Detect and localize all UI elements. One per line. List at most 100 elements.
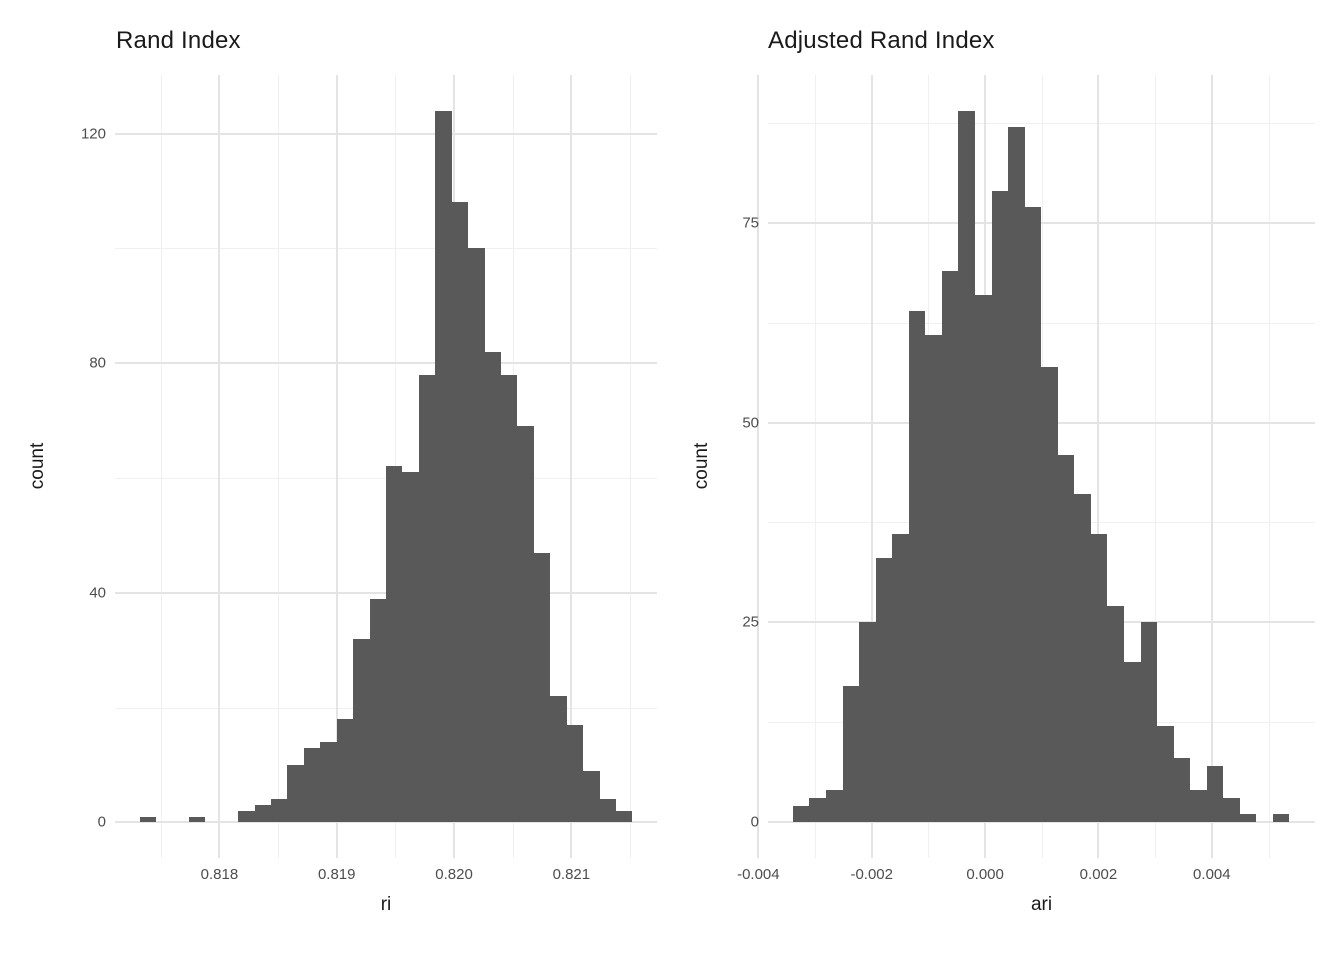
histogram-bar bbox=[942, 271, 958, 822]
y-axis-tick-label: 50 bbox=[742, 414, 759, 431]
minor-gridline-vertical bbox=[161, 75, 162, 858]
histogram-bar bbox=[1025, 207, 1041, 822]
minor-gridline-horizontal bbox=[768, 323, 1315, 324]
histogram-bar bbox=[534, 553, 550, 822]
histogram-bar bbox=[320, 742, 337, 822]
histogram-bar bbox=[892, 534, 909, 822]
histogram-bar bbox=[1207, 766, 1223, 822]
histogram-bar bbox=[419, 375, 435, 822]
histogram-bar bbox=[140, 817, 156, 822]
histogram-bar bbox=[386, 466, 402, 822]
histogram-bar bbox=[304, 748, 320, 822]
histogram-bar bbox=[255, 805, 271, 822]
x-axis-tick-label: -0.002 bbox=[850, 866, 893, 883]
histogram-bar bbox=[1091, 534, 1107, 822]
major-gridline-horizontal bbox=[768, 821, 1315, 823]
histogram-bar bbox=[876, 558, 892, 822]
histogram-bar bbox=[1174, 758, 1190, 822]
x-axis-tick-label: 0.821 bbox=[552, 866, 591, 883]
histogram-bar bbox=[925, 335, 942, 822]
histogram-bar bbox=[1157, 726, 1174, 822]
histogram-bar bbox=[1008, 127, 1025, 822]
y-axis-title: count bbox=[691, 442, 712, 490]
histogram-bar bbox=[1124, 662, 1141, 822]
x-axis-tick-label: 0.000 bbox=[966, 866, 1004, 883]
histogram-bar bbox=[1041, 367, 1058, 822]
histogram-bar bbox=[583, 771, 600, 822]
histogram-bar bbox=[1058, 455, 1074, 822]
histogram-bar bbox=[793, 806, 809, 822]
histogram-bar bbox=[452, 202, 468, 822]
major-gridline-vertical bbox=[871, 75, 873, 858]
plot-title: Adjusted Rand Index bbox=[768, 27, 995, 54]
rand-index-histogram: Rand Index count ri 0.818 0.819 0.820 0.821… bbox=[27, 27, 657, 915]
adjusted-rand-index-histogram: Adjusted Rand Index count ari -0.004 -0.0… bbox=[672, 0, 1344, 960]
y-axis-tick-label: 40 bbox=[89, 584, 106, 602]
x-axis-tick-label: 0.002 bbox=[1079, 866, 1118, 883]
minor-gridline-horizontal bbox=[768, 123, 1315, 124]
minor-gridline-horizontal bbox=[115, 248, 657, 249]
y-axis-tick-label: 25 bbox=[742, 613, 759, 631]
histogram-bar bbox=[517, 426, 534, 822]
histogram-bar bbox=[616, 811, 632, 822]
plot-panel bbox=[115, 75, 657, 858]
minor-gridline-vertical bbox=[1269, 75, 1270, 858]
histogram-bar bbox=[1223, 798, 1240, 822]
plot-panel bbox=[757, 75, 1315, 858]
histogram-bar bbox=[809, 798, 826, 822]
y-axis-tick-label: 75 bbox=[742, 214, 759, 232]
major-gridline-vertical bbox=[570, 75, 572, 858]
histogram-bar bbox=[353, 639, 370, 822]
minor-gridline-vertical bbox=[1155, 75, 1156, 858]
major-gridline-horizontal bbox=[115, 133, 657, 135]
minor-gridline-vertical bbox=[630, 75, 631, 858]
histogram-bar bbox=[501, 375, 517, 822]
x-axis-tick-label: 0.818 bbox=[200, 866, 239, 883]
histogram-bar bbox=[550, 696, 567, 822]
histogram-bar bbox=[909, 311, 925, 822]
major-gridline-vertical bbox=[218, 75, 220, 858]
histogram-bar bbox=[1240, 814, 1256, 822]
plot-title: Rand Index bbox=[116, 27, 241, 54]
y-axis-tick-label: 0 bbox=[750, 813, 759, 831]
histogram-bar bbox=[402, 472, 419, 822]
histogram-bar bbox=[843, 686, 859, 822]
histogram-bar bbox=[826, 790, 843, 822]
histogram-bar bbox=[435, 111, 452, 822]
histogram-bar bbox=[271, 799, 287, 822]
histogram-bar bbox=[600, 799, 616, 822]
histogram-bar bbox=[859, 622, 876, 822]
histogram-bar bbox=[1190, 790, 1207, 822]
major-gridline-vertical bbox=[1097, 75, 1099, 858]
y-axis-tick-label: 120 bbox=[80, 125, 106, 143]
histogram-bar bbox=[1141, 622, 1157, 822]
major-gridline-horizontal bbox=[115, 362, 657, 364]
major-gridline-vertical bbox=[757, 75, 759, 858]
major-gridline-vertical bbox=[1211, 75, 1213, 858]
y-axis-tick-label: 80 bbox=[89, 354, 106, 372]
histogram-bar bbox=[975, 295, 992, 822]
histogram-bar bbox=[337, 719, 353, 822]
histogram-bar bbox=[1273, 814, 1289, 822]
major-gridline-vertical bbox=[336, 75, 338, 858]
histogram-bar bbox=[238, 811, 255, 822]
histogram-bar bbox=[992, 191, 1008, 822]
minor-gridline-vertical bbox=[815, 75, 816, 858]
major-gridline-horizontal bbox=[768, 222, 1315, 224]
histogram-bar bbox=[370, 599, 386, 822]
x-axis-tick-label: -0.004 bbox=[737, 866, 780, 883]
histogram-bar bbox=[485, 352, 501, 822]
histogram-bar bbox=[468, 248, 485, 822]
histogram-bar bbox=[189, 817, 205, 822]
histogram-bar bbox=[958, 111, 975, 822]
histogram-bar bbox=[567, 725, 583, 822]
x-axis-title: ri bbox=[380, 894, 392, 915]
y-axis-tick-label: 0 bbox=[97, 813, 106, 831]
minor-gridline-vertical bbox=[278, 75, 279, 858]
major-gridline-horizontal bbox=[115, 821, 657, 823]
y-axis-title: count bbox=[27, 442, 48, 490]
histogram-bar bbox=[1107, 606, 1124, 822]
x-axis-tick-label: 0.004 bbox=[1193, 866, 1231, 883]
x-axis-title: ari bbox=[1030, 894, 1053, 915]
histogram-bar bbox=[287, 765, 304, 822]
